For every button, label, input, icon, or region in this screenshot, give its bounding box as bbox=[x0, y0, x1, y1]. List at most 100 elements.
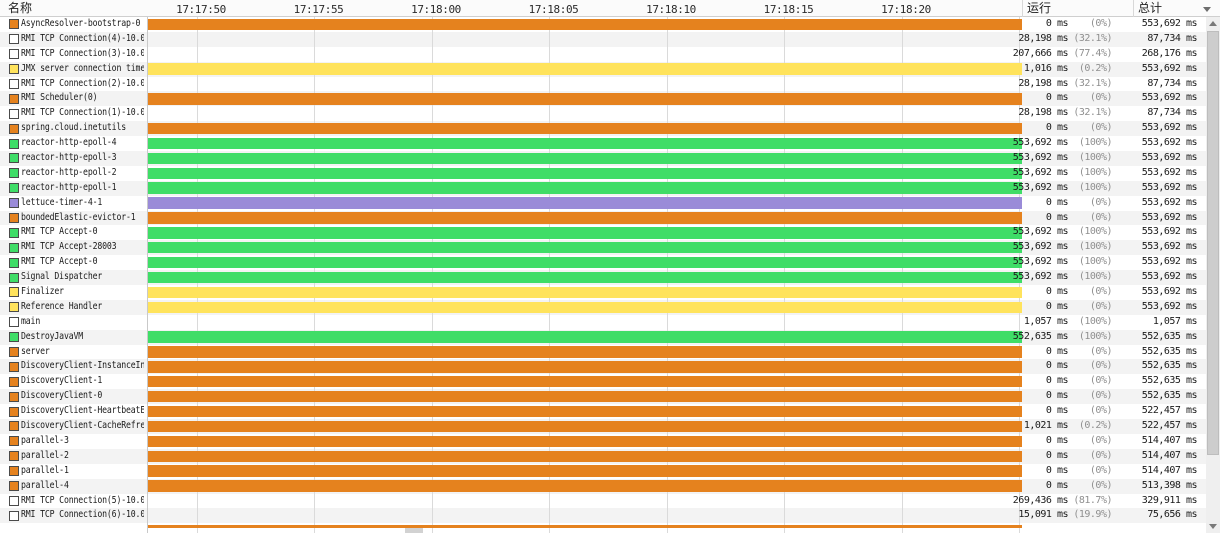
run-time-value: 1,057 ms bbox=[1023, 315, 1069, 327]
scrollbar-thumb[interactable] bbox=[1207, 31, 1219, 455]
thread-row[interactable]: DiscoveryClient-0 0 ms (0%) 552,635 ms bbox=[0, 389, 1220, 405]
thread-name: Finalizer bbox=[21, 286, 64, 298]
total-time-value: 553,692 ms bbox=[1141, 226, 1198, 238]
total-time-value: 75,656 ms bbox=[1147, 509, 1197, 521]
thread-row[interactable]: reactor-http-epoll-1 553,692 ms (100%) 553,… bbox=[0, 180, 1220, 196]
run-percent: (0%) bbox=[1089, 300, 1113, 312]
thread-row[interactable]: Signal Dispatcher 553,692 ms (100%) 553,692… bbox=[0, 270, 1220, 286]
thread-row[interactable]: RMI TCP Connection(3)-10.0. 207,666 ms (77… bbox=[0, 46, 1220, 62]
thread-name: main bbox=[21, 315, 41, 327]
total-time-value: 87,734 ms bbox=[1147, 107, 1197, 119]
timeline-tick-label: 17:18:10 bbox=[646, 3, 696, 16]
run-time-value: 0 ms bbox=[1045, 345, 1069, 357]
thread-row[interactable]: Finalizer 0 ms (0%) 553,692 ms bbox=[0, 285, 1220, 300]
timeline-bar bbox=[148, 376, 1022, 388]
thread-row[interactable]: RMI TCP Connection(5)-10.0. 269,436 ms (81… bbox=[0, 493, 1220, 509]
thread-name: RMI TCP Accept-28003 bbox=[21, 241, 117, 253]
thread-row[interactable]: parallel-4 0 ms (0%) 513,398 ms bbox=[0, 478, 1220, 494]
thread-row[interactable]: DiscoveryClient-HeartbeatE 0 ms (0%) 522,45… bbox=[0, 404, 1220, 420]
scroll-down-button[interactable] bbox=[1206, 519, 1220, 533]
run-time-value: 0 ms bbox=[1045, 196, 1069, 208]
thread-row[interactable]: AsyncResolver-bootstrap-0 0 ms (0%) 553,692… bbox=[0, 17, 1220, 32]
column-header-total[interactable]: 总计 bbox=[1138, 1, 1163, 15]
run-percent: (0.2%) bbox=[1078, 62, 1113, 74]
timeline-bar bbox=[148, 524, 1022, 528]
thread-name: DiscoveryClient-InstanceIn bbox=[21, 360, 144, 372]
total-time-value: 513,398 ms bbox=[1141, 479, 1198, 491]
thread-status-icon bbox=[9, 64, 19, 75]
thread-row[interactable]: reactor-http-epoll-2 553,692 ms (100%) 553,… bbox=[0, 165, 1220, 181]
timeline-bar bbox=[148, 420, 1022, 433]
run-percent: (0%) bbox=[1089, 479, 1113, 491]
thread-row[interactable]: main 1,057 ms (100%) 1,057 ms bbox=[0, 314, 1220, 330]
run-percent: (100%) bbox=[1078, 256, 1113, 268]
run-percent: (100%) bbox=[1078, 226, 1113, 238]
run-time-value: 0 ms bbox=[1045, 18, 1069, 29]
run-time-value: 0 ms bbox=[1045, 211, 1069, 223]
thread-row[interactable]: RMI TCP Connection(2)-10.0. 28,198 ms (32.… bbox=[0, 76, 1220, 92]
table-header: 名称 17:17:50 17:17:55 17:18:00 17:18:05 17:18… bbox=[0, 0, 1220, 17]
thread-name: reactor-http-epoll-2 bbox=[21, 166, 117, 178]
run-time-value: 0 ms bbox=[1045, 122, 1069, 134]
thread-status-icon bbox=[9, 108, 19, 119]
run-percent: (0%) bbox=[1089, 449, 1113, 461]
total-time-value: 329,911 ms bbox=[1141, 494, 1198, 506]
timeline-tick-label: 17:17:55 bbox=[293, 3, 344, 16]
thread-status-icon bbox=[9, 78, 19, 89]
thread-row[interactable]: parallel-2 0 ms (0%) 514,407 ms bbox=[0, 448, 1220, 464]
timeline-bar bbox=[148, 212, 1022, 224]
run-time-value: 1,021 ms bbox=[1023, 420, 1069, 432]
vertical-scrollbar[interactable] bbox=[1206, 17, 1220, 533]
thread-row[interactable]: DestroyJavaVM 552,635 ms (100%) 552,635 ms bbox=[0, 329, 1220, 345]
thread-row[interactable]: spring.cloud.inetutils 0 ms (0%) 553,692 ms bbox=[0, 121, 1220, 137]
thread-row[interactable]: boundedElastic-evictor-1 0 ms (0%) 553,692 … bbox=[0, 210, 1220, 226]
thread-row[interactable]: server 0 ms (0%) 552,635 ms bbox=[0, 344, 1220, 360]
column-options-button[interactable] bbox=[1200, 0, 1216, 17]
thread-row[interactable]: DiscoveryClient-CacheRefre 1,021 ms (0.2%)… bbox=[0, 419, 1220, 434]
thread-name: parallel-2 bbox=[21, 449, 69, 461]
thread-status-icon bbox=[9, 168, 19, 179]
thread-row[interactable]: reactor-http-epoll-3 553,692 ms (100%) 553,… bbox=[0, 151, 1220, 166]
run-percent: (100%) bbox=[1078, 330, 1113, 342]
thread-row[interactable]: Reference Handler 0 ms (0%) 553,692 ms bbox=[0, 299, 1220, 315]
thread-row[interactable]: DiscoveryClient-InstanceIn 0 ms (0%) 552,63… bbox=[0, 359, 1220, 375]
arrow-up-icon bbox=[1209, 21, 1217, 26]
total-time-value: 553,692 ms bbox=[1141, 181, 1198, 193]
scroll-up-button[interactable] bbox=[1206, 17, 1220, 31]
thread-row[interactable]: parallel-1 0 ms (0%) 514,407 ms bbox=[0, 463, 1220, 479]
thread-row[interactable]: RMI TCP Accept-0 553,692 ms (100%) 553,692 … bbox=[0, 255, 1220, 271]
run-time-value: 552,635 ms bbox=[1012, 330, 1069, 342]
thread-name: AsyncResolver-bootstrap-0 bbox=[21, 18, 141, 29]
timeline-bar bbox=[148, 361, 1022, 373]
thread-name: reactor-http-epoll-4 bbox=[21, 137, 117, 149]
timeline-tick-label: 17:18:05 bbox=[528, 3, 579, 16]
thread-row[interactable]: RMI Scheduler(0) 0 ms (0%) 553,692 ms bbox=[0, 91, 1220, 107]
thread-status-icon bbox=[9, 495, 19, 506]
total-time-value: 553,692 ms bbox=[1141, 271, 1198, 283]
column-header-run[interactable]: 运行 bbox=[1027, 1, 1052, 15]
timeline-bar bbox=[148, 18, 1022, 31]
thread-row[interactable]: reactor-http-epoll-4 553,692 ms (100%) 553,… bbox=[0, 136, 1220, 152]
thread-row[interactable]: lettuce-timer-4-1 0 ms (0%) 553,692 ms bbox=[0, 195, 1220, 211]
thread-status-icon bbox=[9, 361, 19, 372]
thread-status-icon bbox=[9, 272, 19, 283]
run-time-value: 553,692 ms bbox=[1012, 152, 1069, 164]
horizontal-scrollbar-thumb[interactable] bbox=[405, 528, 423, 533]
thread-row[interactable]: RMI TCP Connection(4)-10.0. 28,198 ms (32.… bbox=[0, 31, 1220, 47]
thread-row[interactable]: RMI TCP Connection(6)-10.0. 15,091 ms (19.… bbox=[0, 508, 1220, 524]
thread-row[interactable]: parallel-3 0 ms (0%) 514,407 ms bbox=[0, 433, 1220, 449]
thread-row[interactable]: RMI TCP Accept-28003 553,692 ms (100%) 553,… bbox=[0, 240, 1220, 256]
thread-row[interactable]: DiscoveryClient-1 0 ms (0%) 552,635 ms bbox=[0, 374, 1220, 390]
thread-status-icon bbox=[9, 93, 19, 104]
thread-name: parallel-3 bbox=[21, 434, 69, 446]
thread-row[interactable]: JMX server connection time 1,016 ms (0.2%)… bbox=[0, 61, 1220, 77]
thread-status-icon bbox=[9, 436, 19, 447]
thread-row[interactable]: RMI TCP Connection(1)-10.0. 28,198 ms (32.… bbox=[0, 106, 1220, 122]
run-percent: (100%) bbox=[1078, 271, 1113, 283]
thread-name: reactor-http-epoll-3 bbox=[21, 152, 117, 164]
thread-status-icon bbox=[9, 212, 19, 223]
thread-row[interactable]: RMI TCP Accept-0 553,692 ms (100%) 553,692 … bbox=[0, 225, 1220, 241]
column-header-name[interactable]: 名称 bbox=[8, 1, 33, 15]
run-percent: (32.1%) bbox=[1073, 107, 1112, 119]
thread-row-partial[interactable] bbox=[0, 523, 1220, 533]
